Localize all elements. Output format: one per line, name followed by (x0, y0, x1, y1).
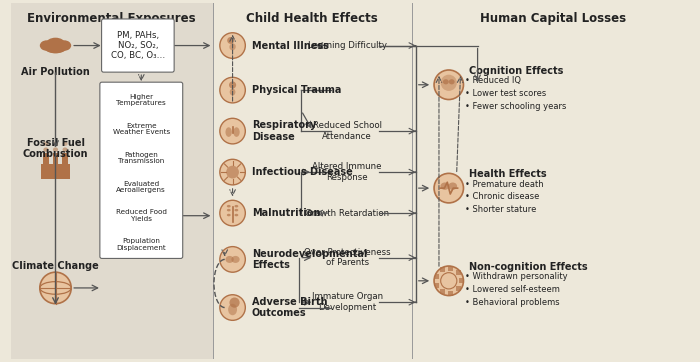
FancyBboxPatch shape (62, 152, 68, 164)
FancyBboxPatch shape (456, 270, 461, 275)
Ellipse shape (233, 127, 239, 137)
Ellipse shape (225, 256, 234, 263)
Ellipse shape (228, 304, 237, 315)
Text: Non-cognition Effects: Non-cognition Effects (469, 262, 587, 272)
Circle shape (220, 159, 245, 185)
Ellipse shape (62, 142, 68, 146)
FancyBboxPatch shape (43, 152, 48, 164)
Text: Physical Trauma: Physical Trauma (252, 85, 341, 95)
Text: Mental Illness: Mental Illness (252, 41, 328, 51)
Text: Air Pollution: Air Pollution (21, 67, 90, 77)
Text: Over Protectiveness
of Parents: Over Protectiveness of Parents (304, 248, 391, 267)
Ellipse shape (57, 40, 71, 51)
Ellipse shape (48, 46, 63, 54)
Ellipse shape (45, 44, 57, 52)
Ellipse shape (53, 147, 58, 152)
Circle shape (434, 266, 463, 296)
Text: Infectious Disease: Infectious Disease (252, 167, 352, 177)
Ellipse shape (43, 142, 48, 146)
FancyBboxPatch shape (440, 289, 445, 294)
FancyBboxPatch shape (102, 19, 174, 72)
Text: Learning Difficulty: Learning Difficulty (308, 41, 386, 50)
Text: Population
Displacement: Population Displacement (116, 239, 166, 251)
FancyBboxPatch shape (53, 152, 58, 164)
Text: • Withdrawn personality: • Withdrawn personality (466, 272, 568, 281)
Circle shape (441, 75, 457, 91)
Text: Malnutrition: Malnutrition (252, 208, 320, 218)
Circle shape (434, 173, 463, 203)
Text: Environmental Exposures: Environmental Exposures (27, 12, 196, 25)
Ellipse shape (232, 256, 239, 263)
Text: Child Health Effects: Child Health Effects (246, 12, 377, 25)
Text: Adverse Birth
Outcomes: Adverse Birth Outcomes (252, 297, 327, 318)
Circle shape (40, 272, 71, 304)
Circle shape (226, 166, 239, 178)
Circle shape (228, 37, 234, 44)
Ellipse shape (448, 182, 457, 190)
FancyBboxPatch shape (435, 283, 440, 287)
FancyBboxPatch shape (458, 278, 463, 283)
Ellipse shape (440, 182, 449, 190)
Text: Immature Organ
Development: Immature Organ Development (312, 292, 383, 312)
Text: • Behavioral problems: • Behavioral problems (466, 298, 560, 307)
Ellipse shape (225, 127, 232, 137)
Circle shape (220, 33, 245, 58)
Ellipse shape (227, 209, 231, 211)
Text: Pathogen
Transmission: Pathogen Transmission (118, 152, 164, 164)
FancyBboxPatch shape (456, 286, 461, 291)
Ellipse shape (43, 147, 48, 152)
Text: Reduced School
Attendance: Reduced School Attendance (313, 121, 382, 141)
Text: Human Capital Losses: Human Capital Losses (480, 12, 626, 25)
Ellipse shape (234, 205, 238, 207)
Text: Reduced Food
Yields: Reduced Food Yields (116, 210, 167, 222)
Text: Neurodevelopmental
Effects: Neurodevelopmental Effects (252, 249, 367, 270)
FancyBboxPatch shape (440, 268, 445, 272)
Text: PM, PAHs,
NO₂, SO₂,
CO, BC, O₃…: PM, PAHs, NO₂, SO₂, CO, BC, O₃… (111, 31, 165, 60)
Ellipse shape (234, 214, 238, 216)
Text: Evaluated
Aeroallergens: Evaluated Aeroallergens (116, 181, 166, 193)
Text: • Shorter stature: • Shorter stature (466, 205, 537, 214)
FancyBboxPatch shape (100, 82, 183, 258)
Circle shape (220, 200, 245, 226)
Text: • Reduced IQ: • Reduced IQ (466, 76, 522, 85)
Text: • Lower test scores: • Lower test scores (466, 89, 547, 98)
FancyBboxPatch shape (449, 266, 454, 271)
Text: Growth Retardation: Growth Retardation (305, 209, 389, 218)
Ellipse shape (230, 43, 236, 50)
Text: Climate Change: Climate Change (12, 261, 99, 271)
Ellipse shape (227, 205, 231, 207)
Text: • Premature death: • Premature death (466, 180, 544, 189)
Ellipse shape (234, 209, 238, 211)
Ellipse shape (449, 79, 455, 84)
Ellipse shape (227, 214, 231, 216)
Circle shape (220, 295, 245, 320)
Ellipse shape (46, 38, 65, 50)
Text: Fossil Fuel
Combustion: Fossil Fuel Combustion (23, 138, 88, 159)
Ellipse shape (53, 142, 58, 146)
Circle shape (434, 70, 463, 100)
Text: Higher
Temperatures: Higher Temperatures (116, 94, 166, 106)
Text: • Fewer schooling years: • Fewer schooling years (466, 102, 566, 111)
Circle shape (230, 298, 239, 308)
FancyBboxPatch shape (435, 274, 440, 279)
FancyBboxPatch shape (449, 291, 454, 296)
Text: Extreme
Weather Events: Extreme Weather Events (113, 123, 170, 135)
Ellipse shape (62, 147, 68, 152)
Circle shape (220, 118, 245, 144)
Ellipse shape (443, 79, 449, 84)
FancyBboxPatch shape (11, 3, 213, 359)
Circle shape (229, 81, 236, 89)
Text: Cognition Effects: Cognition Effects (469, 66, 563, 76)
Ellipse shape (40, 40, 54, 51)
Text: • Chronic disease: • Chronic disease (466, 193, 540, 202)
Ellipse shape (54, 44, 66, 52)
Circle shape (220, 77, 245, 103)
Text: • Lowered self-esteem: • Lowered self-esteem (466, 285, 560, 294)
Ellipse shape (230, 88, 235, 96)
FancyBboxPatch shape (41, 164, 70, 179)
Text: Health Effects: Health Effects (469, 169, 546, 179)
Text: Respiratory
Disease: Respiratory Disease (252, 120, 316, 142)
Text: Altered Immune
Response: Altered Immune Response (312, 163, 382, 182)
Circle shape (220, 247, 245, 272)
